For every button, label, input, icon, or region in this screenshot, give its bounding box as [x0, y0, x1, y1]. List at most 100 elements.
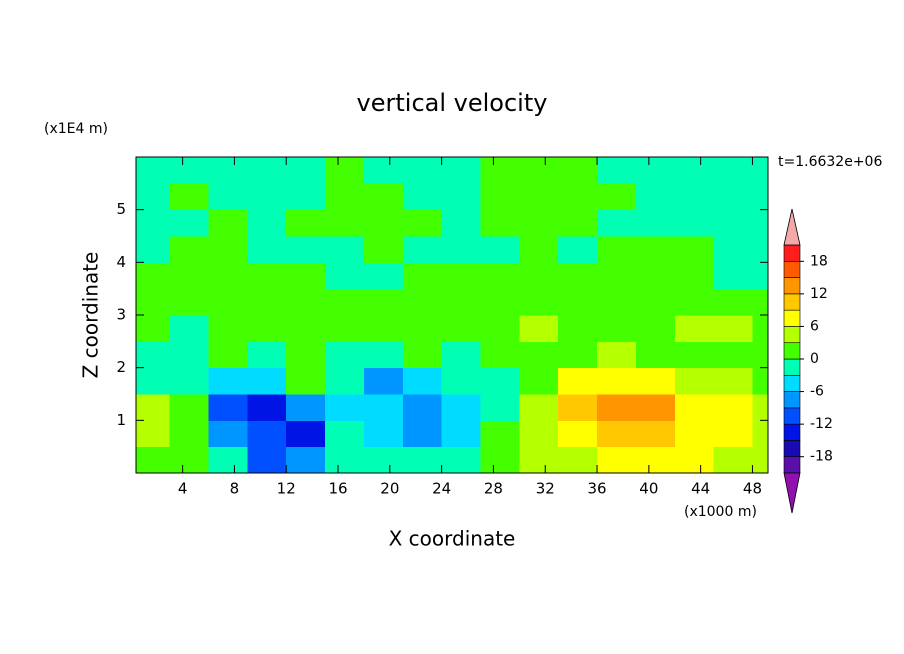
contour-cell	[208, 420, 248, 448]
contour-cell	[286, 288, 326, 316]
contour-cell	[325, 446, 365, 473]
contour-cell	[247, 315, 287, 342]
y-tick-label: 5	[116, 200, 126, 218]
contour-cell	[441, 236, 481, 263]
contour-cell	[597, 315, 637, 342]
colorbar-bin	[783, 407, 801, 425]
contour-cell	[674, 262, 715, 290]
contour-cell	[674, 288, 715, 316]
x-tick-label: 40	[639, 480, 658, 498]
contour-cell	[674, 394, 715, 421]
contour-cell	[402, 420, 443, 448]
contour-cell	[325, 183, 365, 211]
contour-cell	[519, 157, 559, 184]
x-tick-label: 20	[380, 480, 399, 498]
contour-cell	[325, 262, 365, 290]
contour-cell	[441, 209, 481, 237]
contour-cell	[597, 262, 637, 290]
contour-cell	[441, 183, 481, 211]
contour-cell	[441, 157, 481, 184]
x-tick-label: 28	[484, 480, 503, 498]
contour-cell	[208, 288, 248, 316]
contour-cell	[519, 288, 559, 316]
contour-cell	[208, 262, 248, 290]
contour-cell	[169, 367, 210, 395]
contour-cell	[558, 315, 598, 342]
contour-cell	[519, 183, 559, 211]
contour-cell	[136, 157, 171, 184]
contour-cell	[286, 394, 326, 421]
contour-cell	[136, 315, 171, 342]
contour-cell	[136, 367, 171, 395]
contour-cell	[286, 157, 326, 184]
contour-cell	[363, 341, 404, 369]
contour-cell	[635, 183, 676, 211]
contour-cell	[247, 341, 287, 369]
x-tick-label: 36	[588, 480, 607, 498]
contour-cell	[363, 367, 404, 395]
contour-cell	[558, 288, 598, 316]
contour-cell	[752, 446, 768, 473]
contour-cell	[325, 420, 365, 448]
contour-cell	[480, 341, 520, 369]
contour-cell	[363, 288, 404, 316]
contour-cell	[752, 420, 768, 448]
x-tick-label: 4	[178, 480, 188, 498]
contour-cell	[635, 157, 676, 184]
contour-cell	[402, 367, 443, 395]
contour-cell	[208, 446, 248, 473]
contour-cell	[635, 262, 676, 290]
contour-cell	[363, 394, 404, 421]
contour-cell	[136, 394, 171, 421]
contour-cell	[286, 420, 326, 448]
contour-cell	[325, 157, 365, 184]
contour-cell	[519, 262, 559, 290]
contour-cell	[713, 420, 753, 448]
contour-cell	[713, 394, 753, 421]
contour-cell	[325, 288, 365, 316]
contour-cell	[480, 183, 520, 211]
contour-cell	[247, 209, 287, 237]
contour-field	[136, 157, 768, 473]
colorbar-tick-label: -12	[810, 416, 833, 432]
colorbar-bin	[783, 391, 801, 409]
x-tick-label: 44	[691, 480, 710, 498]
contour-cell	[635, 394, 676, 421]
x-axis-label: X coordinate	[389, 527, 516, 551]
contour-cell	[674, 157, 715, 184]
contour-cell	[247, 446, 287, 473]
contour-cell	[713, 262, 753, 290]
contour-cell	[286, 209, 326, 237]
contour-cell	[247, 420, 287, 448]
contour-cell	[208, 367, 248, 395]
contour-cell	[480, 288, 520, 316]
colorbar-tick-label: 12	[810, 286, 828, 302]
contour-cell	[674, 315, 715, 342]
contour-cell	[635, 288, 676, 316]
contour-cell	[402, 446, 443, 473]
contour-cell	[136, 420, 171, 448]
contour-cell	[208, 209, 248, 237]
contour-cell	[752, 262, 768, 290]
contour-cell	[519, 446, 559, 473]
contour-cell	[713, 341, 753, 369]
contour-cell	[597, 157, 637, 184]
contour-cell	[169, 262, 210, 290]
contour-cell	[325, 341, 365, 369]
contour-cell	[713, 288, 753, 316]
contour-cell	[635, 420, 676, 448]
contour-cell	[597, 394, 637, 421]
contour-cell	[136, 262, 171, 290]
contour-cell	[752, 157, 768, 184]
contour-cell	[635, 209, 676, 237]
contour-cell	[402, 288, 443, 316]
colorbar-bin	[783, 358, 801, 376]
contour-cell	[441, 367, 481, 395]
contour-cell	[363, 262, 404, 290]
x-tick-label: 8	[230, 480, 240, 498]
x-tick-label: 24	[432, 480, 451, 498]
contour-cell	[480, 157, 520, 184]
contour-cell	[169, 183, 210, 211]
contour-cell	[363, 157, 404, 184]
